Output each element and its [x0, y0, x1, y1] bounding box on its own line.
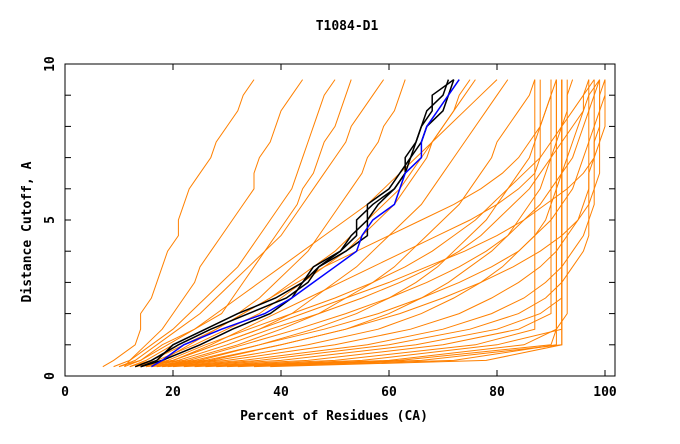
- model-line: [151, 79, 601, 368]
- model-line: [118, 79, 352, 368]
- model-line: [167, 79, 590, 368]
- model-line: [194, 79, 536, 368]
- model-line: [113, 79, 336, 368]
- x-tick-label: 60: [381, 385, 397, 400]
- model-line: [118, 79, 385, 368]
- model-line: [162, 79, 595, 368]
- model-line: [253, 79, 557, 368]
- model-line: [145, 79, 601, 368]
- best-model-line: [151, 79, 460, 368]
- x-tick-label: 100: [593, 385, 617, 400]
- x-tick-label: 20: [165, 385, 181, 400]
- series-layer: [102, 78, 606, 368]
- model-line: [140, 79, 536, 368]
- model-line: [145, 79, 574, 368]
- x-axis-label: Percent of Residues (CA): [240, 409, 428, 424]
- highlight-line: [140, 79, 455, 368]
- model-line: [124, 79, 304, 367]
- y-tick-label: 5: [43, 216, 58, 224]
- chart-title: T1084-D1: [316, 19, 379, 34]
- x-tick-label: 0: [61, 385, 69, 400]
- model-line: [205, 79, 563, 368]
- y-tick-label: 0: [43, 372, 58, 380]
- x-tick-label: 80: [489, 385, 505, 400]
- model-line: [102, 79, 255, 368]
- model-line: [124, 79, 498, 368]
- model-line: [140, 79, 595, 368]
- model-line: [140, 79, 541, 368]
- axis-ticks: 0 20 40 60 80 100 0 5 10: [43, 56, 617, 400]
- y-tick-label: 10: [43, 56, 58, 72]
- model-line: [270, 79, 563, 368]
- model-line: [183, 79, 552, 368]
- x-tick-label: 40: [273, 385, 289, 400]
- model-line: [135, 79, 509, 368]
- model-line: [162, 79, 606, 368]
- model-line: [151, 79, 590, 368]
- y-axis-label: Distance Cutoff, A: [20, 161, 35, 302]
- model-line: [135, 79, 552, 368]
- model-line: [156, 79, 606, 368]
- highlight-line: [140, 78, 455, 368]
- model-line: [156, 79, 606, 368]
- model-line: [216, 79, 568, 368]
- model-line: [145, 79, 557, 368]
- model-line: [145, 79, 601, 368]
